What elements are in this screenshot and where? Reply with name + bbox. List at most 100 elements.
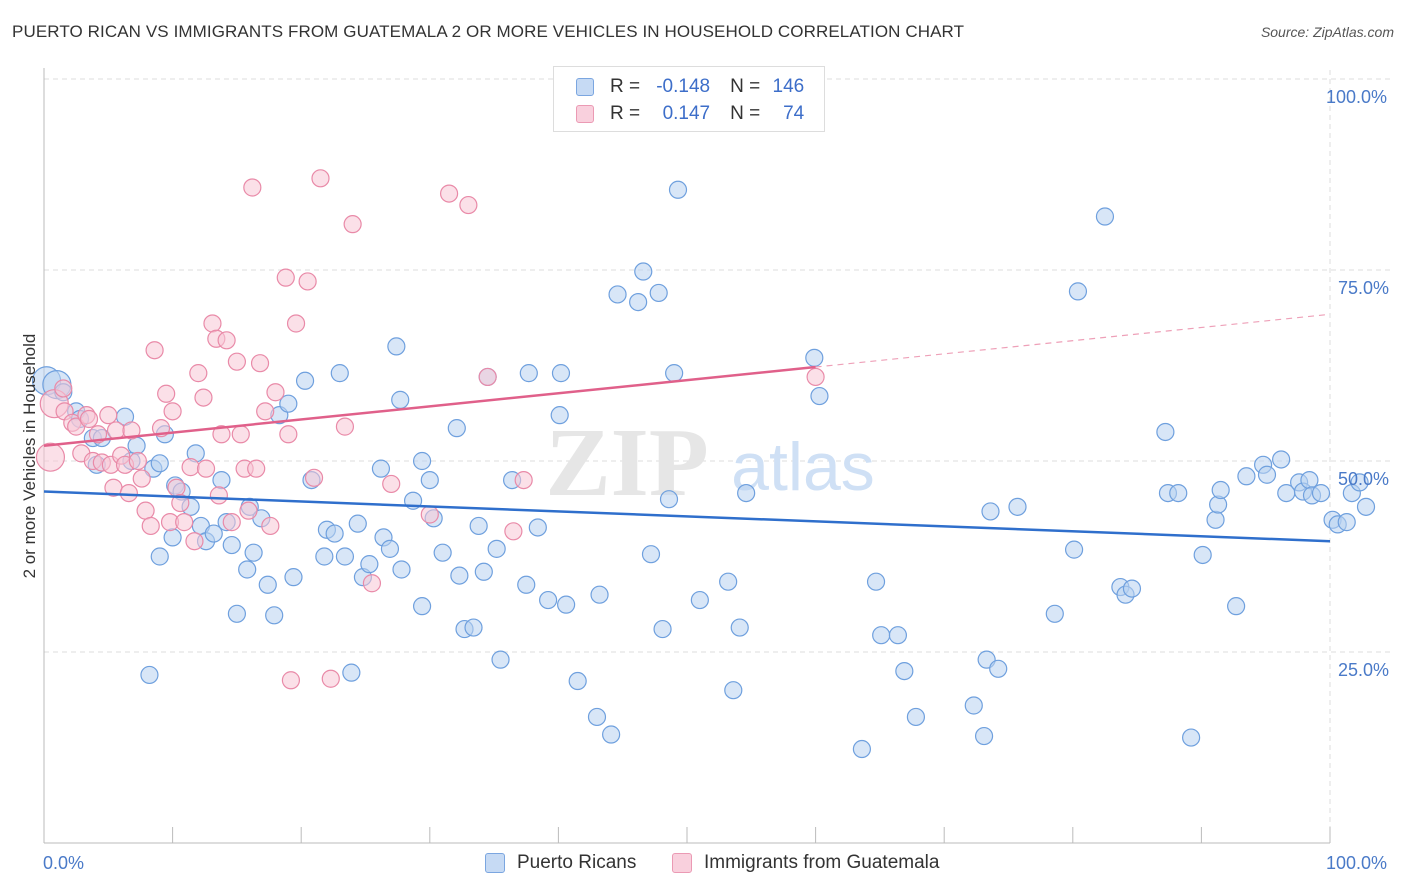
puerto-ricans-point-47	[360, 555, 379, 574]
guatemala-point-22	[136, 501, 155, 520]
guatemala-point-10	[88, 425, 108, 444]
legend-row-guatemala: R = 0.147 N = 74	[576, 101, 804, 127]
legend-n-label: N =	[730, 103, 761, 124]
puerto-ricans-point-30	[244, 543, 263, 562]
guatemala-point-31	[175, 513, 194, 532]
puerto-ricans-point-60	[447, 419, 466, 438]
puerto-ricans-point-110	[1064, 540, 1084, 559]
puerto-ricans-point-67	[487, 539, 506, 558]
puerto-ricans-point-71	[519, 364, 538, 383]
guatemala-point-46	[239, 501, 258, 520]
puerto-ricans-point-56	[412, 451, 432, 471]
guatemala-point-12	[99, 406, 118, 425]
puerto-ricans-point-109	[1045, 604, 1064, 623]
guatemala-point-32	[181, 458, 200, 477]
correlation-legend: R = -0.148 N = 146 R = 0.147 N = 74	[553, 66, 825, 132]
puerto-ricans-point-119	[1182, 728, 1201, 747]
puerto-ricans-point-10	[127, 436, 146, 455]
y-tick-50: 50.0%	[1338, 469, 1390, 489]
puerto-ricans-point-24	[212, 471, 231, 490]
puerto-ricans-point-139	[1350, 473, 1369, 492]
guatemala-point-63	[362, 574, 382, 593]
guatemala-point-50	[256, 402, 275, 421]
puerto-ricans-point-101	[895, 661, 914, 681]
guatemala-point-0	[35, 442, 66, 472]
puerto-ricans-point-100	[888, 626, 908, 645]
puerto-ricans-point-121	[1206, 510, 1225, 529]
legend-r-label: R =	[610, 76, 641, 97]
trend-lines	[43, 313, 1331, 543]
series-legend-label-pink: Immigrants from Guatemala	[704, 852, 940, 873]
puerto-ricans-point-23	[204, 524, 223, 543]
puerto-ricans-point-99	[872, 626, 891, 645]
guatemala-point-26	[157, 384, 176, 403]
guatemala-point-8	[79, 409, 99, 429]
legend-r-value-blue: -0.148	[656, 76, 711, 97]
puerto-ricans-point-36	[284, 568, 303, 587]
puerto-ricans-point-35	[279, 394, 298, 413]
puerto-ricans-point-107	[981, 502, 1000, 521]
puerto-ricans-point-43	[335, 547, 355, 566]
guatemala-point-36	[196, 459, 216, 478]
x-tick-right: 100.0%	[1326, 853, 1388, 873]
puerto-ricans-point-94	[737, 483, 756, 503]
puerto-ricans-point-95	[805, 348, 824, 367]
puerto-ricans-point-86	[653, 619, 672, 639]
puerto-ricans-point-84	[641, 545, 661, 564]
puerto-ricans-point-55	[412, 597, 432, 616]
puerto-ricans-point-116	[1156, 422, 1175, 442]
guatemala-point-41	[217, 331, 236, 350]
puerto-ricans-point-97	[852, 739, 871, 759]
x-tick-left: 0.0%	[43, 853, 85, 873]
puerto-ricans-point-39	[315, 547, 334, 566]
puerto-ricans-point-83	[634, 262, 653, 281]
puerto-ricans-point-96	[810, 386, 829, 406]
puerto-ricans-point-91	[719, 572, 738, 591]
guatemala-point-54	[279, 425, 298, 444]
puerto-ricans-point-50	[380, 539, 400, 558]
guatemala-point-60	[321, 669, 340, 688]
guatemala-point-66	[439, 184, 459, 203]
puerto-ricans-point-118	[1169, 483, 1188, 503]
puerto-ricans-point-87	[659, 490, 679, 509]
puerto-ricans-point-37	[295, 371, 315, 390]
puerto-ricans-point-65	[474, 562, 493, 581]
puerto-ricans-point-75	[551, 364, 571, 383]
puerto-ricans-point-26	[222, 535, 241, 555]
puerto-ricans-point-90	[690, 590, 709, 610]
series-legend-puerto-ricans: Puerto Ricans	[485, 852, 636, 874]
puerto-ricans-point-120	[1193, 545, 1212, 565]
guatemala-point-52	[266, 383, 285, 402]
puerto-ricans-point-108	[1008, 497, 1027, 516]
guatemala-point-29	[167, 478, 186, 497]
guatemala-point-51	[261, 516, 280, 536]
puerto-ricans-point-59	[433, 543, 452, 562]
puerto-ricans-point-63	[464, 618, 483, 637]
guatemala-point-40	[212, 425, 231, 444]
puerto-ricans-point-14	[150, 547, 169, 566]
puerto-ricans-point-88	[665, 364, 684, 383]
guatemala-point-43	[227, 352, 246, 371]
legend-swatch-pink	[576, 105, 594, 123]
guatemala-point-59	[311, 169, 330, 188]
puerto-ricans-point-44	[342, 663, 361, 682]
puerto-ricans-point-16	[163, 528, 182, 547]
guatemala-point-56	[286, 314, 306, 333]
puerto-ricans-point-78	[587, 707, 607, 727]
guatemala-point-20	[128, 451, 147, 471]
legend-n-value-blue: 146	[772, 76, 805, 97]
puerto-ricans-point-61	[450, 566, 469, 585]
guatemala-point-68	[478, 367, 497, 387]
puerto-ricans-point-123	[1211, 480, 1230, 500]
guatemala-point-62	[343, 215, 362, 234]
puerto-ricans-point-80	[602, 725, 621, 744]
puerto-ricans-point-102	[906, 707, 926, 727]
puerto-ricans-point-89	[668, 180, 688, 199]
y-axis-title: 2 or more Vehicles in Household	[20, 333, 39, 579]
legend-n-label: N =	[730, 76, 761, 97]
guatemala-point-42	[222, 513, 241, 532]
legend-swatch-blue	[576, 78, 594, 96]
guatemala-point-28	[163, 402, 182, 421]
puerto-ricans-point-64	[469, 516, 488, 536]
guatemala-point-55	[281, 671, 301, 690]
